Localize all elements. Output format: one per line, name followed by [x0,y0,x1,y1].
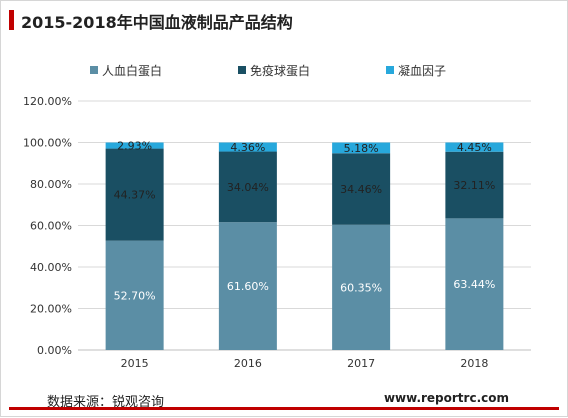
legend-swatch [238,66,246,74]
y-tick-label: 120.00% [23,95,72,108]
bar-segment [218,142,277,152]
y-tick-label: 60.00% [30,220,72,233]
data-label: 44.37% [114,189,156,202]
bar-segment [105,240,164,350]
bar-segment [445,151,504,219]
title-accent-bar [9,10,14,30]
data-label: 63.44% [453,278,495,291]
source-note: 数据来源：锐观咨询 [47,395,165,410]
x-tick-label: 2018 [460,357,488,370]
bar-segment [218,222,277,350]
bar-segment [332,142,391,154]
bar-segment [218,151,277,223]
legend-swatch [386,66,394,74]
website-url[interactable]: www.reportrc.com [383,391,509,405]
data-label: 34.04% [227,181,269,194]
legend-label: 人血白蛋白 [102,63,162,78]
data-label: 4.45% [457,141,492,154]
data-label: 5.18% [344,142,379,155]
data-label: 32.11% [453,179,495,192]
bar-segment [105,142,164,149]
data-label: 60.35% [340,281,382,294]
bottom-accent-rule [9,407,559,410]
chart-title: 2015-2018年中国血液制品产品结构 [21,13,293,32]
data-label: 4.36% [230,141,265,154]
bars: 52.70% 44.37% 2.93% 61.60% 34.04% 4.36% 60.35%… [105,140,504,350]
data-label: 61.60% [227,280,269,293]
data-label: 34.46% [340,183,382,196]
y-axis: 0.00% 20.00% 40.00% 60.00% 80.00% 100.00% 120.… [23,95,72,357]
data-label: 52.70% [114,289,156,302]
legend-label: 免疫球蛋白 [250,63,310,78]
y-tick-label: 80.00% [30,178,72,191]
x-tick-label: 2017 [347,357,375,370]
bar-segment [445,218,504,350]
x-tick-label: 2016 [234,357,262,370]
data-label: 2.93% [117,140,152,153]
bar-segment [105,148,164,241]
y-tick-label: 20.00% [30,303,72,316]
bar-segment [332,153,391,225]
legend: 人血白蛋白 免疫球蛋白 凝血因子 [90,63,446,78]
y-tick-label: 40.00% [30,261,72,274]
bar-segment [445,142,504,152]
y-tick-label: 0.00% [37,344,72,357]
x-tick-label: 2015 [121,357,149,370]
y-tick-label: 100.00% [23,137,72,150]
legend-swatch [90,66,98,74]
legend-label: 凝血因子 [398,63,446,78]
x-axis: 2015 2016 2017 2018 [121,357,489,370]
bar-segment [332,224,391,350]
